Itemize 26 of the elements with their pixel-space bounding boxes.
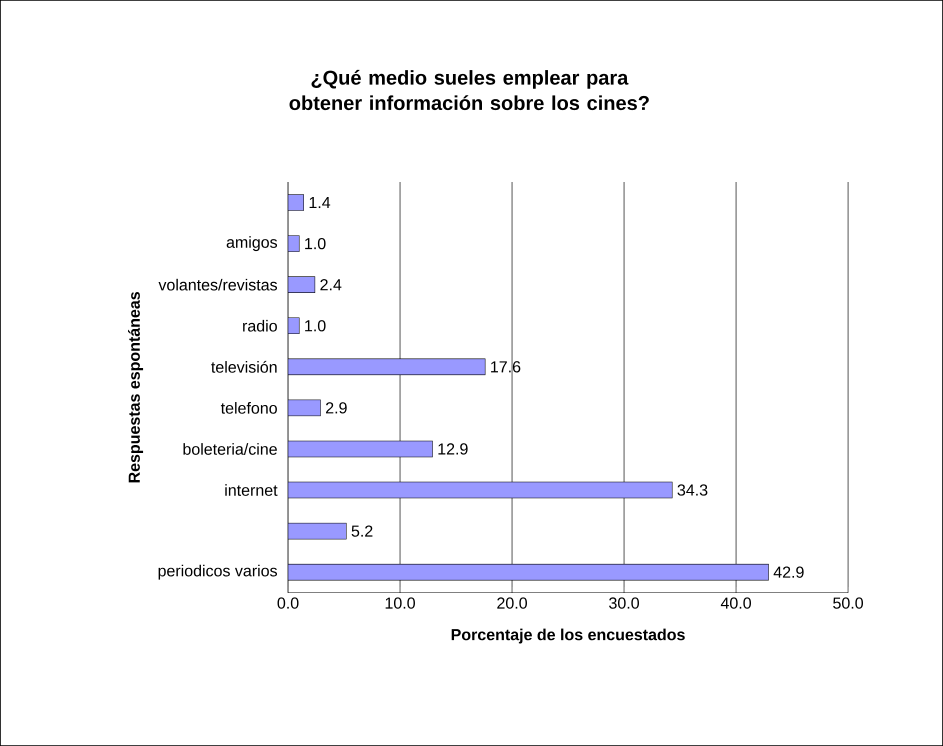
x-axis-title: Porcentaje de los encuestados: [452, 628, 685, 644]
x-tick-label: 30.0: [609, 597, 639, 609]
x-tick-label: 40.0: [720, 597, 752, 609]
data-label: 1.0: [305, 238, 326, 250]
y-tick-label: boleteria/cine: [183, 443, 277, 455]
data-label: 5.2: [352, 525, 372, 537]
y-tick-label: televisión: [211, 360, 277, 373]
data-label: 1.4: [310, 197, 330, 208]
x-tick-label: 50.0: [833, 597, 864, 609]
x-tick-label: 10.0: [386, 597, 415, 609]
y-tick-label: internet: [225, 484, 278, 496]
y-tick-label: amigos: [226, 236, 278, 252]
data-label: 42.9: [774, 566, 804, 578]
data-label: 1.0: [305, 320, 326, 332]
y-tick-label: radio: [243, 320, 277, 332]
data-label: 2.9: [326, 402, 347, 414]
data-label: 2.4: [320, 279, 342, 290]
data-label: 34.3: [678, 484, 708, 496]
data-label: 12.9: [438, 443, 468, 455]
y-axis-title: Respuestas espontáneas: [128, 292, 144, 482]
y-tick-label: volantes/revistas: [158, 278, 278, 291]
chart-title: ¿Qué medio sueles emplear para obtener información sobre los cines?: [290, 70, 649, 110]
x-tick-label: 20.0: [497, 597, 527, 609]
y-tick-label: periodicos varios: [158, 564, 278, 580]
x-tick-label: 0.0: [278, 597, 299, 609]
y-tick-label: telefono: [220, 402, 277, 414]
